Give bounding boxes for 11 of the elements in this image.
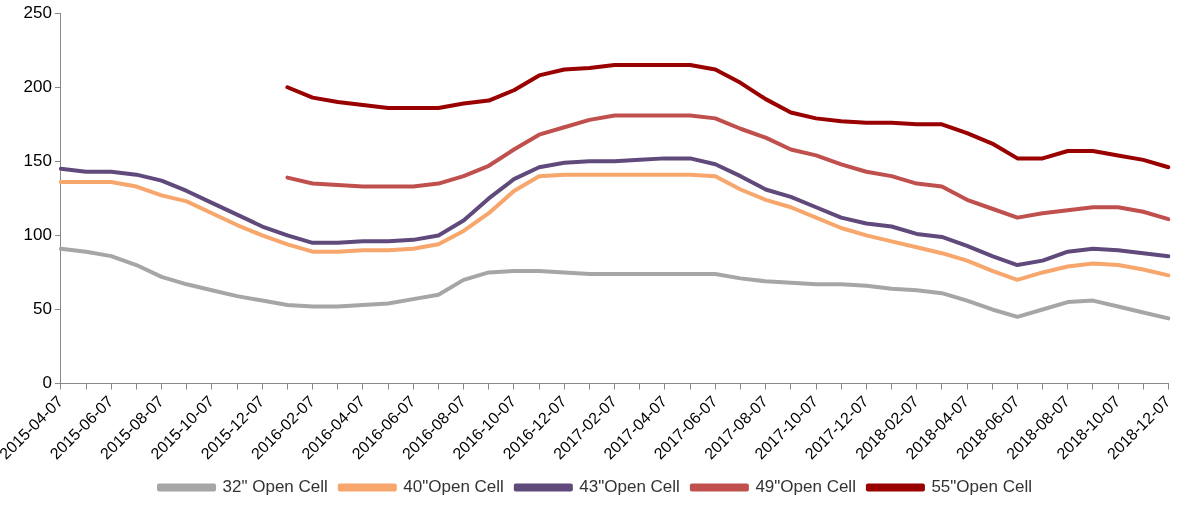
y-tick-label: 0 — [42, 373, 52, 393]
legend-label: 40"Open Cell — [403, 477, 504, 497]
y-tick-label: 200 — [23, 76, 52, 96]
y-tick-label: 250 — [23, 2, 52, 22]
y-tick-label: 150 — [23, 151, 52, 171]
legend-label: 32" Open Cell — [222, 477, 328, 497]
legend-label: 49"Open Cell — [755, 477, 856, 497]
y-tick-label: 50 — [32, 299, 52, 319]
legend-label: 55"Open Cell — [931, 477, 1032, 497]
legend-label: 43"Open Cell — [579, 477, 680, 497]
y-tick-label: 100 — [23, 225, 52, 245]
